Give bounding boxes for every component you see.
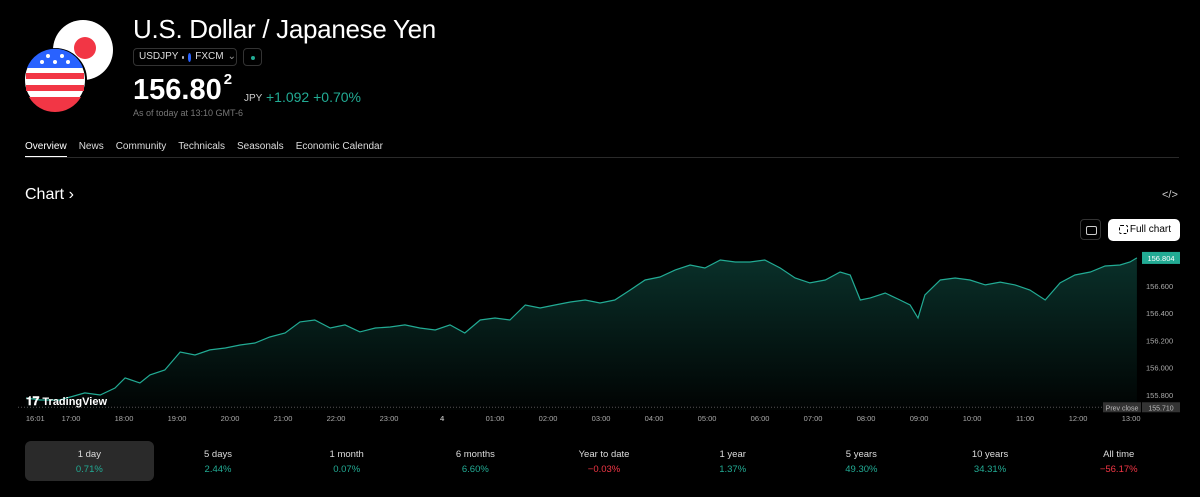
divider — [25, 157, 1179, 158]
period-change: 34.31% — [973, 464, 1007, 475]
prev-close-value-tag — [1142, 402, 1180, 413]
x-tick-label: 20:00 — [221, 414, 240, 423]
period-button[interactable]: 6 months 6.60% — [411, 441, 540, 481]
x-tick-label: 11:00 — [1016, 414, 1034, 423]
y-tick-label: 155.800 — [1146, 391, 1173, 400]
prev-close-tag — [1103, 402, 1141, 413]
period-change: −0.03% — [587, 464, 621, 475]
area-fill — [26, 257, 1137, 410]
period-label: All time — [1103, 449, 1135, 460]
snapshot-button[interactable] — [1080, 219, 1101, 240]
x-tick-label: 07:00 — [804, 414, 823, 423]
logo: 𝟏𝟕 TradingView — [26, 394, 108, 408]
period-label: 5 days — [204, 449, 232, 460]
x-tick-label: 05:00 — [698, 414, 717, 423]
period-button[interactable]: All time −56.17% — [1054, 441, 1183, 481]
change-pct: +0.70% — [313, 89, 361, 105]
x-tick-label: 19:00 — [168, 414, 187, 423]
period-change: 1.37% — [719, 464, 747, 475]
x-tick-label: 23:00 — [380, 414, 399, 423]
period-label: 1 year — [719, 449, 746, 460]
x-tick-label: 09:00 — [910, 414, 929, 423]
period-label: 5 years — [845, 449, 877, 460]
market-status — [243, 48, 262, 66]
x-tick-label: 03:00 — [592, 414, 611, 423]
period-change: 2.44% — [204, 464, 232, 475]
period-button[interactable]: 5 days 2.44% — [154, 441, 283, 481]
tab[interactable]: Technicals — [178, 141, 225, 152]
tab[interactable]: Community — [115, 141, 167, 152]
x-tick-label: 13:00 — [1122, 414, 1141, 423]
embed-button[interactable]: </> — [1162, 189, 1178, 201]
symbol: USDJPY — [139, 51, 179, 62]
last-price-tag — [1142, 251, 1180, 264]
x-tick-label: 08:00 — [857, 414, 876, 423]
x-tick-label: 10:00 — [963, 414, 982, 423]
period-label: 1 month — [329, 449, 364, 460]
period-button[interactable]: 5 years 49.30% — [797, 441, 926, 481]
flags — [23, 20, 113, 113]
period-button[interactable]: 10 years 34.31% — [926, 441, 1055, 481]
x-tick-label: 12:00 — [1069, 414, 1088, 423]
price: 156.80 2 — [133, 71, 233, 107]
x-tick-label: 22:00 — [327, 414, 346, 423]
symbol-selector[interactable]: USDJPY FXCM ⌄ — [133, 48, 237, 66]
x-tick-label: 01:00 — [486, 414, 505, 423]
x-tick-label: 4 — [440, 414, 445, 423]
tab[interactable]: Economic Calendar — [295, 141, 383, 152]
prev-close-text: Prev close — [1106, 405, 1139, 412]
as-of: As of today at 13:10 GMT-6 — [133, 108, 244, 118]
exchange: FXCM — [195, 51, 224, 62]
change: +1.092 +0.70% — [266, 89, 361, 105]
y-tick-label: 156.400 — [1146, 309, 1173, 318]
period-label: Year to date — [578, 449, 630, 460]
x-tick-label: 02:00 — [539, 414, 558, 423]
periods: 1 day 0.71% 5 days 2.44% 1 month 0.07% 6 month… — [25, 441, 1183, 481]
period-button[interactable]: 1 day 0.71% — [25, 441, 154, 481]
logo-text: TradingView — [42, 396, 108, 408]
y-tick-label: 156.200 — [1146, 336, 1173, 345]
period-label: 6 months — [455, 449, 495, 460]
tab[interactable]: Seasonals — [236, 141, 284, 152]
price-line — [25, 257, 1138, 401]
y-tick-label: 156.600 — [1146, 282, 1173, 291]
price-value: 156.80 — [133, 74, 222, 106]
last-price-label: 156.804 — [1147, 254, 1174, 263]
period-button[interactable]: Year to date −0.03% — [540, 441, 669, 481]
period-change: −56.17% — [1099, 464, 1138, 475]
period-button[interactable]: 1 month 0.07% — [282, 441, 411, 481]
chart-heading: Chart — [25, 186, 65, 203]
x-tick-label: 06:00 — [751, 414, 770, 423]
change-abs: +1.092 — [266, 89, 310, 105]
period-change: 49.30% — [845, 464, 878, 475]
period-change: 0.71% — [75, 464, 103, 475]
x-tick-label: 18:00 — [115, 414, 134, 423]
period-change: 0.07% — [333, 464, 361, 475]
currency: JPY — [244, 93, 263, 104]
title: U.S. Dollar / Japanese Yen — [133, 14, 436, 44]
period-button[interactable]: 1 year 1.37% — [668, 441, 797, 481]
y-tick-label: 156.000 — [1146, 364, 1173, 373]
period-label: 1 day — [77, 449, 101, 460]
price-sup: 2 — [223, 71, 233, 89]
period-change: 6.60% — [461, 464, 489, 475]
full-chart-button[interactable]: Full chart — [1108, 219, 1180, 241]
tabs: Overview News Community Technicals Seasonals… — [25, 141, 383, 158]
x-tick-label: 16:01 — [26, 414, 45, 423]
x-tick-label: 21:00 — [274, 414, 293, 423]
prev-close-value: 155.710 — [1148, 405, 1173, 412]
tab[interactable]: Overview — [25, 141, 67, 158]
x-tick-label: 04:00 — [645, 414, 664, 423]
chart-link[interactable]: Chart › — [25, 186, 74, 203]
tab[interactable]: News — [78, 141, 104, 152]
x-tick-label: 17:00 — [62, 414, 81, 423]
period-label: 10 years — [971, 449, 1009, 460]
